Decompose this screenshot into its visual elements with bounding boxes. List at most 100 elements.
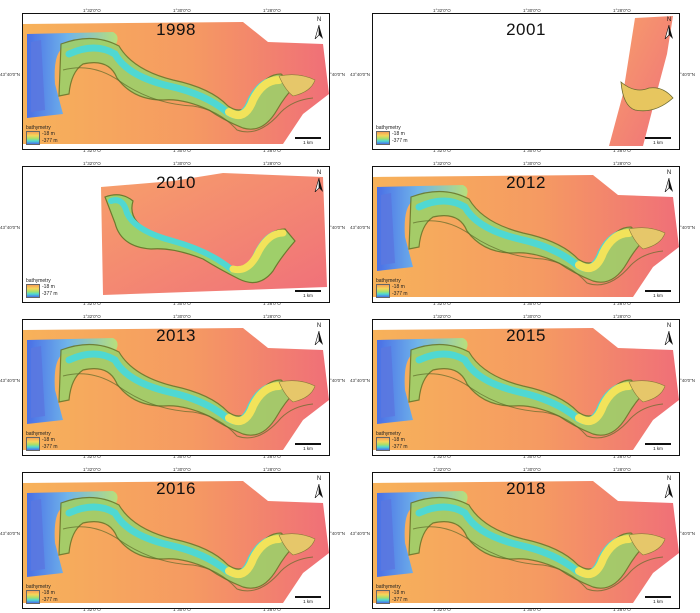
north-arrow-glyph [664, 25, 673, 39]
canyon-rim [412, 220, 664, 286]
north-arrow-icon: N [313, 323, 325, 345]
canyon-terminus [628, 533, 666, 556]
north-arrow-icon: N [663, 476, 675, 498]
year-label: 2013 [156, 326, 196, 345]
western-basin [27, 338, 118, 424]
scale-label: 1 km [303, 293, 313, 298]
year-label: 1998 [156, 20, 196, 39]
scale-label: 1 km [653, 293, 663, 298]
scale-bar-line [645, 596, 671, 598]
bathymetry-map [23, 328, 329, 450]
color-ramp [26, 437, 40, 451]
legend-min: -377 m [392, 444, 408, 450]
longitude-label: 1°32'0"O [433, 454, 451, 459]
western-basin [27, 32, 118, 118]
legend-values: -18 m -377 m [392, 284, 408, 298]
scale-bar-line [645, 443, 671, 445]
longitude-label: 1°32'0"O [83, 161, 101, 166]
longitude-label: 1°30'0"O [173, 607, 191, 612]
legend-max: -18 m [392, 437, 405, 443]
scale-bar: 1 km [645, 596, 671, 604]
canyon-terminus [278, 533, 316, 556]
legend-min: -377 m [42, 291, 58, 297]
year-label: 2018 [506, 479, 546, 498]
north-arrow-icon: N [663, 170, 675, 192]
legend-min: -377 m [392, 138, 408, 144]
longitude-label: 1°30'0"O [173, 8, 191, 13]
western-basin [377, 338, 468, 424]
longitude-label: 1°30'0"O [523, 467, 541, 472]
scale-bar-line [645, 137, 671, 139]
longitude-label: 1°30'0"O [523, 454, 541, 459]
color-ramp [376, 131, 390, 145]
color-ramp [376, 284, 390, 298]
western-basin [27, 491, 118, 577]
longitude-label: 1°28'0"O [613, 8, 631, 13]
latitude-label: 43°40'0"N [325, 72, 346, 77]
scale-label: 1 km [653, 599, 663, 604]
deep-trough [31, 346, 45, 418]
map-panel-1998: 1°32'0"O 1°32'0"O 1°30'0"O 1°30'0"O 1°28'0"O… [0, 0, 350, 153]
legend-max: -18 m [392, 590, 405, 596]
latitude-label: 43°40'0"N [325, 531, 346, 536]
bathymetry-map [609, 16, 674, 146]
north-arrow-glyph [314, 25, 323, 39]
map-panel-2015: 1°32'0"O 1°32'0"O 1°30'0"O 1°30'0"O 1°28'0"O… [350, 306, 700, 459]
latitude-label: 43°40'0"N [0, 72, 21, 77]
canyon-rim [412, 526, 664, 592]
latitude-label: 43°40'0"N [0, 225, 21, 230]
canyon-terminus [628, 227, 666, 250]
deep-trough [381, 193, 395, 265]
bathymetry-legend: bathymetry -18 m -377 m [376, 584, 408, 604]
latitude-label: 43°40'0"N [350, 225, 371, 230]
latitude-label: 43°40'0"N [675, 378, 696, 383]
legend-values: -18 m -377 m [392, 437, 408, 451]
north-arrow-icon: N [313, 17, 325, 39]
scale-bar: 1 km [295, 137, 321, 145]
bathymetry-map [23, 22, 329, 144]
longitude-label: 1°32'0"O [433, 8, 451, 13]
longitude-label: 1°30'0"O [173, 454, 191, 459]
latitude-label: 43°40'0"N [325, 378, 346, 383]
canyon-rim [62, 67, 314, 133]
legend-title: bathymetry [26, 278, 51, 284]
year-label: 2010 [156, 173, 196, 192]
longitude-label: 1°30'0"O [523, 301, 541, 306]
bathymetry-legend: bathymetry -18 m -377 m [376, 125, 408, 145]
scale-bar-line [295, 137, 321, 139]
longitude-label: 1°30'0"O [173, 161, 191, 166]
legend-max: -18 m [392, 284, 405, 290]
deep-trough [31, 40, 45, 112]
longitude-label: 1°32'0"O [83, 301, 101, 306]
scale-bar: 1 km [645, 290, 671, 298]
legend-max: -18 m [42, 437, 55, 443]
longitude-label: 1°32'0"O [433, 467, 451, 472]
longitude-label: 1°28'0"O [613, 148, 631, 153]
scale-bar: 1 km [295, 290, 321, 298]
north-arrow-glyph [664, 331, 673, 345]
longitude-label: 1°28'0"O [613, 314, 631, 319]
legend-values: -18 m -377 m [392, 590, 408, 604]
latitude-label: 43°40'0"N [0, 378, 21, 383]
north-arrow-glyph [664, 484, 673, 498]
bathymetry-legend: bathymetry -18 m -377 m [26, 278, 58, 298]
color-ramp [26, 590, 40, 604]
longitude-label: 1°32'0"O [83, 8, 101, 13]
latitude-label: 43°40'0"N [675, 531, 696, 536]
scale-bar-line [295, 443, 321, 445]
bathymetry-map [101, 173, 327, 295]
latitude-label: 43°40'0"N [675, 72, 696, 77]
north-arrow-icon: N [663, 17, 675, 39]
longitude-label: 1°30'0"O [523, 161, 541, 166]
canyon-head [225, 76, 283, 119]
longitude-label: 1°28'0"O [613, 301, 631, 306]
longitude-label: 1°28'0"O [613, 467, 631, 472]
map-panel-2001: 1°32'0"O 1°32'0"O 1°30'0"O 1°30'0"O 1°28'0"O… [350, 0, 700, 153]
longitude-label: 1°30'0"O [523, 607, 541, 612]
color-ramp [376, 437, 390, 451]
north-arrow-icon: N [663, 323, 675, 345]
canyon-rim [62, 526, 314, 592]
canyon-head [575, 229, 633, 272]
